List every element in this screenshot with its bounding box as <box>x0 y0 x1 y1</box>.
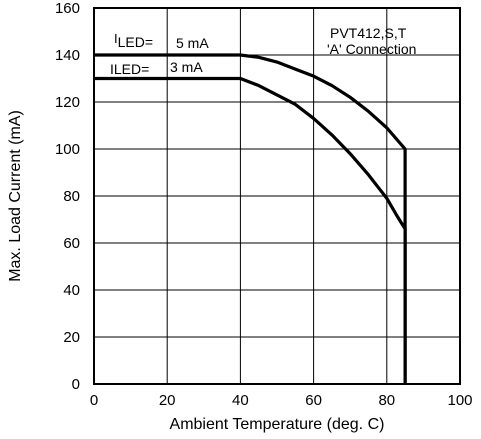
y-tick-label: 100 <box>55 141 80 158</box>
y-tick-label: 20 <box>63 329 80 346</box>
x-tick-label: 40 <box>232 392 249 409</box>
x-tick-label: 0 <box>90 392 98 409</box>
y-tick-label: 40 <box>63 282 80 299</box>
connection-label: 'A' Connection <box>327 41 416 57</box>
led-value-3ma: 3 mA <box>170 59 203 75</box>
y-tick-label: 80 <box>63 188 80 205</box>
series-line-3ma <box>94 76 407 384</box>
y-tick-label: 60 <box>63 235 80 252</box>
series-group <box>94 53 407 384</box>
led-label-5ma: ILED= <box>114 31 153 50</box>
y-tick-label: 160 <box>55 0 80 17</box>
x-tick-labels: 0 20 40 60 80 100 <box>90 392 473 409</box>
device-label: PVT412,S,T <box>330 25 407 41</box>
x-tick-label: 20 <box>159 392 176 409</box>
y-axis-title: Max. Load Current (mA) <box>7 110 24 282</box>
led-label-3ma: ILED= <box>110 61 149 77</box>
led-value-5ma: 5 mA <box>176 35 209 51</box>
y-tick-label: 0 <box>72 376 80 393</box>
y-tick-label: 120 <box>55 94 80 111</box>
y-tick-labels: 0 20 40 60 80 100 120 140 160 <box>55 0 80 393</box>
x-tick-label: 60 <box>305 392 322 409</box>
x-tick-label: 100 <box>447 392 472 409</box>
x-axis-title: Ambient Temperature (deg. C) <box>170 416 385 433</box>
plot-frame <box>93 7 461 385</box>
x-tick-label: 80 <box>378 392 395 409</box>
series-line-5ma <box>94 53 407 384</box>
y-tick-label: 140 <box>55 47 80 64</box>
